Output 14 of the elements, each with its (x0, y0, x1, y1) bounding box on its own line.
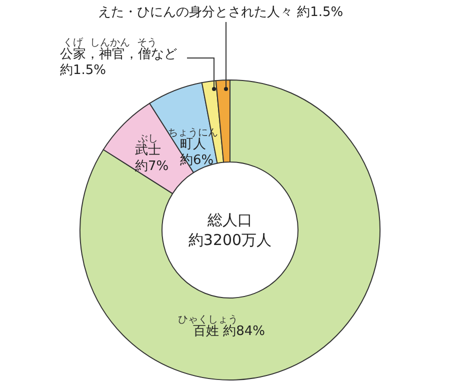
slice-label: 公家，神官，僧など (60, 46, 177, 62)
text: 総人口 (206, 211, 252, 229)
slice-label: 町人 (180, 137, 206, 152)
text: しんかん (90, 38, 130, 48)
slice-label: 百姓 約84% (193, 324, 266, 339)
text: ひゃくしょう (178, 314, 238, 326)
text: くげ (63, 38, 83, 48)
slice-label: 武士 (135, 143, 161, 158)
text: ぶし (138, 134, 158, 144)
text: そう (137, 38, 157, 48)
data-label: 約7% (135, 159, 169, 174)
text: 約3200万人 (188, 231, 272, 249)
slice-label: えた・ひにんの身分とされた人々 約1.5% (98, 5, 344, 20)
data-label: 約1.5% (60, 63, 106, 78)
